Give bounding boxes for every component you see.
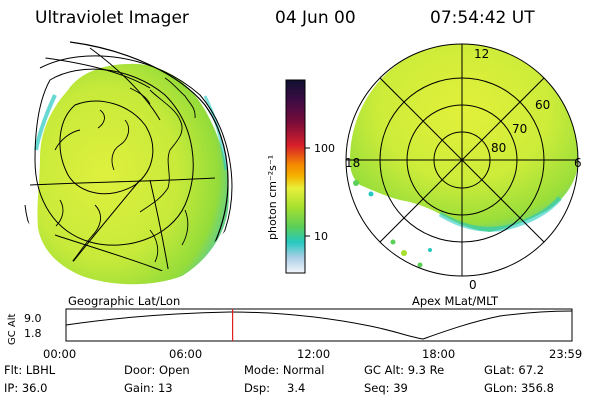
colorbar-tick-100: 100 bbox=[314, 142, 335, 155]
mode-info: Mode: Normal bbox=[244, 363, 324, 377]
altitude-axis-title: GC Alt bbox=[7, 313, 18, 345]
mlt-label-12: 12 bbox=[474, 47, 489, 61]
time-label: 07:54:42 UT bbox=[430, 8, 535, 28]
lat-grid-line bbox=[34, 68, 194, 246]
x-tick-0600: 06:00 bbox=[169, 347, 202, 361]
left-panel-label: Geographic Lat/Lon bbox=[68, 294, 180, 308]
emission-blob bbox=[353, 180, 359, 186]
info-panel: Flt: LBHL Door: Open Mode: Normal GC Alt… bbox=[4, 363, 554, 395]
mlat-label-80: 80 bbox=[491, 141, 506, 155]
filter-info: Flt: LBHL bbox=[4, 363, 56, 377]
dsp-label: Dsp: bbox=[244, 381, 270, 395]
x-tick-1200: 12:00 bbox=[297, 347, 330, 361]
door-info: Door: Open bbox=[124, 363, 190, 377]
geographic-image-panel bbox=[19, 41, 233, 285]
mlt-label-6: 6 bbox=[574, 156, 582, 170]
mlt-label-18: 18 bbox=[345, 156, 360, 170]
colorbar-unit-label: photon cm⁻²s⁻¹ bbox=[266, 155, 279, 240]
emission-blob bbox=[428, 248, 432, 252]
emission-blob bbox=[368, 191, 374, 197]
x-tick-2359: 23:59 bbox=[549, 347, 582, 361]
lat-grid-line bbox=[24, 55, 233, 275]
colorbar-gradient bbox=[285, 79, 306, 274]
mlt-label-0: 0 bbox=[469, 278, 477, 292]
auroral-emission-left bbox=[37, 63, 229, 285]
coastline bbox=[55, 77, 196, 227]
glat-info: GLat: 67.2 bbox=[484, 363, 544, 377]
lon-grid-line bbox=[29, 177, 216, 186]
mlat-label-60: 60 bbox=[535, 98, 550, 112]
glon-info: GLon: 356.8 bbox=[484, 381, 554, 395]
seq-info: Seq: 39 bbox=[364, 381, 408, 395]
emission-blob bbox=[401, 250, 407, 256]
ip-info: IP: 36.0 bbox=[4, 381, 47, 395]
colorbar-tick-10: 10 bbox=[314, 230, 328, 243]
date-label: 04 Jun 00 bbox=[275, 8, 356, 28]
app-title: Ultraviolet Imager bbox=[35, 8, 189, 28]
emission-blob bbox=[417, 262, 423, 268]
dsp-value: 3.4 bbox=[287, 381, 305, 395]
x-tick-1800: 18:00 bbox=[422, 347, 455, 361]
altitude-curve bbox=[65, 310, 573, 340]
colorbar: 100 10 photon cm⁻²s⁻¹ bbox=[266, 79, 335, 274]
x-tick-0000: 00:00 bbox=[43, 347, 76, 361]
y-tick-1-8: 1.8 bbox=[24, 327, 42, 340]
gc-alt-info: GC Alt: 9.3 Re bbox=[364, 363, 444, 377]
emission-blob bbox=[390, 239, 396, 245]
y-tick-9: 9.0 bbox=[24, 312, 42, 325]
auroral-emission-right bbox=[350, 44, 578, 232]
gain-info: Gain: 13 bbox=[124, 381, 173, 395]
altitude-plot-frame bbox=[65, 308, 573, 342]
mlat-label-70: 70 bbox=[512, 122, 527, 136]
mlat-mlt-polar-panel: 12 6 0 18 60 70 80 bbox=[345, 43, 582, 292]
right-panel-label: Apex MLat/MLT bbox=[412, 294, 499, 308]
lat-grid-line bbox=[59, 100, 154, 195]
altitude-plot: 9.0 1.8 GC Alt 00:00 06:00 12:00 18:00 2… bbox=[7, 308, 582, 361]
lat-grid-line bbox=[54, 234, 206, 275]
coastline bbox=[54, 89, 189, 263]
mlt-line-diagonal bbox=[379, 77, 545, 243]
lon-grid-line bbox=[89, 47, 161, 121]
emission-edge-left bbox=[34, 94, 57, 151]
emission-edge-night bbox=[438, 196, 562, 232]
